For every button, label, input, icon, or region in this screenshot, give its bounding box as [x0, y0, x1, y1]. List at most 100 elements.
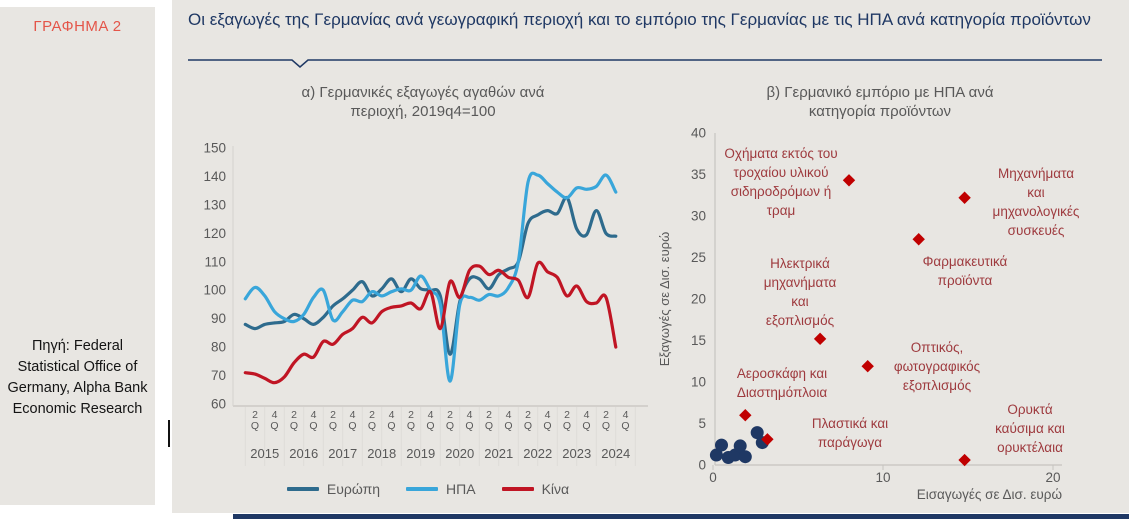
- y-tick-label: 10: [691, 375, 706, 390]
- line-series-ΗΠΑ: [243, 171, 618, 383]
- line-chart: 60 70 80 90 100 110 120 130 140 150 2 Q 4 Q 2 Q 4 Q 2 Q 4 Q 2 Q…: [203, 141, 648, 466]
- scatter-point-diamond: [739, 409, 752, 422]
- scatter-point-diamond: [842, 174, 856, 187]
- legend-swatch: [501, 487, 534, 491]
- scatter-chart: 0 10 20 0 5 10 15 20 25 30 35 40 Εισαγωγές σε Δισ. ε…: [657, 126, 1080, 503]
- legend-swatch: [406, 487, 439, 491]
- y-tick-label: 90: [211, 311, 226, 326]
- scatter-annotation: Οπτικός, φωτογραφικός εξοπλισμός: [894, 340, 981, 393]
- year-label: 2024: [601, 446, 630, 461]
- legend-item: Κίνα: [501, 481, 570, 497]
- y-tick-label: 20: [691, 292, 706, 307]
- legend-item: Ευρώπη: [286, 481, 381, 497]
- y-tick-label: 30: [691, 209, 706, 224]
- scatter-annotation: Πλαστικά και παράγωγα: [812, 416, 888, 450]
- y-tick-label: 100: [203, 283, 226, 298]
- x-tick-label: 20: [1045, 470, 1060, 485]
- y-tick-label: 60: [211, 397, 226, 412]
- y-tick-label: 40: [691, 126, 706, 141]
- y-tick-label: 15: [691, 333, 706, 348]
- line-chart-title: α) Γερμανικές εξαγωγές αγαθών ανά περιοχ…: [208, 84, 638, 122]
- y-tick-label: 150: [203, 141, 226, 156]
- year-label: 2023: [562, 446, 591, 461]
- legend-label: ΗΠΑ: [446, 481, 476, 497]
- scatter-point-navy: [715, 438, 728, 452]
- scatter-point-diamond: [813, 332, 827, 346]
- y-tick-label: 25: [691, 250, 706, 265]
- legend-label: Κίνα: [541, 481, 570, 497]
- year-label: 2015: [250, 446, 279, 461]
- line-series-Ευρώπη: [243, 196, 618, 356]
- scatter-annotation: Ηλεκτρικά μηχανήματα και εξοπλισμός: [764, 256, 837, 328]
- scatter-annotation: Φαρμακευτικά προϊόντα: [923, 254, 1008, 288]
- scatter-point-diamond: [958, 191, 971, 204]
- scatter-point-diamond: [761, 433, 774, 446]
- year-label: 2022: [523, 446, 552, 461]
- source-note: Πηγή: Federal Statistical Office of Germ…: [7, 338, 148, 418]
- text-cursor: [168, 420, 170, 447]
- scatter-point-navy: [750, 426, 764, 440]
- scatter-point-diamond: [958, 453, 971, 467]
- y-tick-label: 110: [204, 254, 226, 269]
- scatter-annotation: Αεροσκάφη και Διαστημόπλοια: [737, 366, 827, 400]
- year-label: 2018: [367, 446, 396, 461]
- line-chart-title-line1: α) Γερμανικές εξαγωγές αγαθών ανά: [301, 84, 545, 101]
- scatter-chart-title: β) Γερμανικό εμπόριο με ΗΠΑ ανά κατηγορί…: [700, 84, 1060, 122]
- year-label: 2019: [406, 446, 435, 461]
- year-label: 2020: [445, 446, 474, 461]
- year-label: 2017: [328, 446, 357, 461]
- chart-legend: Ευρώπη ΗΠΑ Κίνα: [208, 481, 648, 497]
- y-tick-label: 0: [698, 458, 706, 473]
- x-axis-title: Εισαγωγές σε Δισ. ευρώ: [917, 487, 1062, 502]
- line-chart-title-line2: περιοχή, 2019q4=100: [350, 102, 496, 120]
- legend-swatch: [286, 487, 319, 491]
- title-underline: [188, 59, 1102, 68]
- y-axis-title: Εξαγωγές σε Δισ. ευρώ: [657, 232, 672, 366]
- page-title: Οι εξαγωγές της Γερμανίας ανά γεωγραφική…: [188, 10, 1091, 29]
- scatter-annotation: Οχήματα εκτός του τροχαίου υλικού σιδηροδρ…: [724, 146, 837, 218]
- scatter-annotation: Μηχανήματα και μηχανολογικές συσκευές: [993, 166, 1080, 238]
- year-label: 2016: [289, 446, 318, 461]
- y-tick-label: 80: [211, 340, 226, 355]
- scatter-chart-title-line1: β) Γερμανικό εμπόριο με ΗΠΑ ανά: [766, 84, 994, 101]
- y-tick-label: 120: [203, 226, 226, 241]
- year-label: 2021: [484, 446, 513, 461]
- legend-item: ΗΠΑ: [406, 481, 476, 497]
- x-tick-label: 0: [709, 470, 717, 485]
- scatter-annotation: Ορυκτά καύσιμα και ορυκτέλαια: [995, 402, 1065, 455]
- legend-label: Ευρώπη: [326, 481, 381, 497]
- bottom-divider-bar: [233, 514, 1129, 519]
- y-tick-label: 5: [698, 416, 706, 431]
- y-tick-label: 70: [211, 368, 226, 383]
- line-series-Κίνα: [243, 260, 618, 385]
- scatter-chart-title-line2: κατηγορία προϊόντων: [808, 102, 952, 120]
- scatter-point-navy: [709, 448, 723, 462]
- scatter-point-navy: [738, 450, 752, 464]
- y-tick-label: 35: [691, 167, 706, 182]
- y-tick-label: 130: [203, 197, 226, 212]
- chart-panel: [172, 0, 1129, 513]
- figure-label: ΓΡΑΦΗΜΑ 2: [33, 18, 122, 35]
- y-tick-label: 140: [203, 169, 226, 184]
